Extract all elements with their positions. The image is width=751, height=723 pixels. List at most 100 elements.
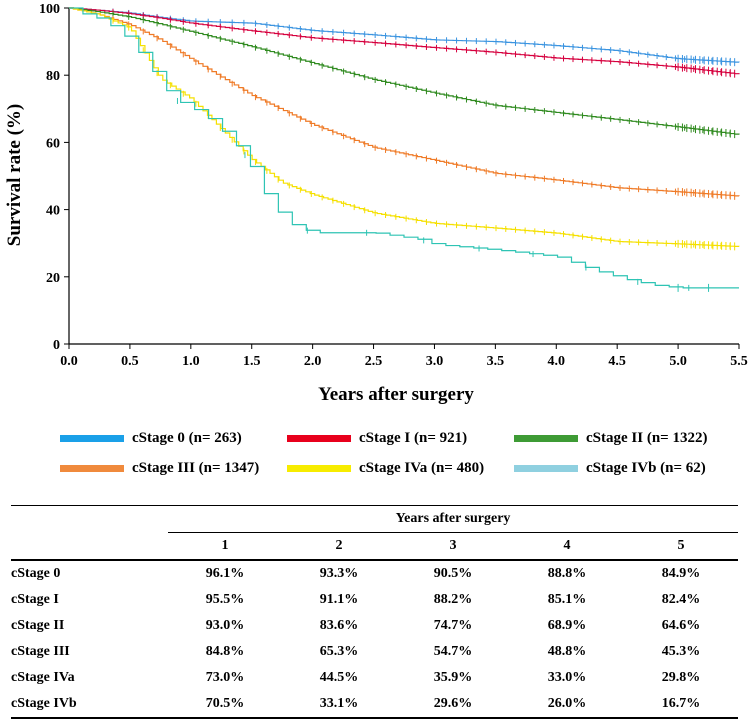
table-row: cStage III 84.8% 65.3% 54.7% 48.8% 45.3% [11, 639, 738, 665]
x-tick-label: 2.5 [365, 354, 383, 369]
survival-value-cell: 85.1% [547, 592, 587, 607]
legend-label: cStage IVa (n= 480) [359, 459, 485, 476]
y-tick-label: 80 [46, 69, 60, 84]
y-tick-label: 100 [39, 2, 60, 17]
survival-value-cell: 83.6% [319, 618, 359, 633]
table-row: cStage IVb 70.5% 33.1% 29.6% 26.0% 16.7% [11, 691, 738, 719]
legend-item-cstage-iii: cStage III (n= 1347) [60, 458, 259, 478]
survival-value-cell: 68.9% [547, 618, 587, 633]
survival-value-cell: 35.9% [433, 670, 473, 685]
survival-value-cell: 29.6% [396, 691, 510, 719]
survival-value-cell: 26.0% [510, 691, 624, 719]
table-row: cStage 0 96.1% 93.3% 90.5% 88.8% 84.9% [11, 560, 738, 587]
survival-table: Years after surgery 1 2 3 4 5 cStage 0 96… [11, 505, 738, 719]
x-tick-label: 0.0 [60, 354, 78, 369]
survival-curves [69, 7, 740, 292]
survival-curve [69, 7, 740, 135]
years-after-surgery-header: Years after surgery [168, 505, 738, 533]
survival-curve [69, 7, 740, 197]
legend-label: cStage III (n= 1347) [132, 459, 260, 476]
survival-value-cell: 88.2% [433, 592, 473, 607]
year-header: 5 [624, 532, 738, 561]
legend-swatch [514, 464, 578, 472]
x-tick-label: 5.5 [730, 354, 748, 369]
y-axis-label: Survival rate (%) [4, 104, 25, 246]
legend-swatch [60, 434, 124, 442]
y-tick-label: 40 [46, 204, 60, 219]
x-tick-label: 1.0 [182, 354, 200, 369]
series-1 [69, 7, 740, 78]
year-header: 3 [396, 532, 510, 561]
x-tick-label: 1.5 [243, 354, 261, 369]
survival-value-cell: 93.0% [205, 618, 245, 633]
legend-item-cstage-0: cStage 0 (n= 263) [60, 428, 242, 448]
legend-item-cstage-iva: cStage IVa (n= 480) [287, 458, 484, 478]
x-tick-label: 0.5 [121, 354, 139, 369]
stage-name-cell: cStage I [11, 592, 59, 607]
legend-item-cstage-ivb: cStage IVb (n= 62) [514, 458, 706, 478]
survival-value-cell: 82.4% [661, 592, 701, 607]
legend-swatch [60, 464, 124, 472]
table-corner [11, 532, 168, 561]
survival-value-cell: 64.6% [661, 618, 701, 633]
series-2 [69, 7, 740, 139]
survival-value-cell: 33.0% [547, 670, 587, 685]
stage-name-cell: cStage IVa [11, 670, 75, 685]
year-header: 1 [168, 532, 282, 561]
legend-item-cstage-ii: cStage II (n= 1322) [514, 428, 707, 448]
survival-value-cell: 45.3% [661, 644, 701, 659]
survival-value-cell: 29.8% [661, 670, 701, 685]
survival-value-cell: 96.1% [205, 566, 245, 581]
survival-value-cell: 54.7% [433, 644, 473, 659]
survival-value-cell: 44.5% [319, 670, 359, 685]
legend-label: cStage IVb (n= 62) [586, 459, 706, 476]
survival-value-cell: 48.8% [547, 644, 587, 659]
table-corner [11, 505, 168, 533]
y-axis: 0 20 40 60 80 100 [39, 2, 70, 353]
survival-value-cell: 95.5% [205, 592, 245, 607]
survival-chart: 0 20 40 60 80 100 0.0 0.5 1.0 1.5 2.0 2.5 3.0 3.5 4.0… [4, 2, 748, 405]
survival-value-cell: 91.1% [319, 592, 359, 607]
survival-value-cell: 73.0% [205, 670, 245, 685]
stage-name-cell: cStage II [11, 618, 65, 633]
series-0 [69, 7, 740, 67]
table-group-header-row: Years after surgery [11, 505, 738, 533]
survival-value-cell: 74.7% [433, 618, 473, 633]
legend-swatch [287, 464, 351, 472]
x-axis: 0.0 0.5 1.0 1.5 2.0 2.5 3.0 3.5 4.0 4.5 5.0 5.5 [60, 343, 748, 369]
survival-curve [69, 7, 740, 75]
survival-value-cell: 84.8% [205, 644, 245, 659]
legend-swatch [514, 434, 578, 442]
legend-label: cStage II (n= 1322) [586, 429, 708, 446]
legend-label: cStage 0 (n= 263) [132, 429, 242, 446]
x-tick-label: 3.5 [487, 354, 505, 369]
y-tick-label: 0 [53, 338, 60, 353]
survival-value-cell: 16.7% [624, 691, 738, 719]
survival-value-cell: 33.1% [282, 691, 396, 719]
survival-value-cell: 90.5% [433, 566, 473, 581]
legend-label: cStage I (n= 921) [359, 429, 468, 446]
x-axis-label: Years after surgery [318, 384, 474, 405]
year-header: 4 [510, 532, 624, 561]
survival-value-cell: 93.3% [319, 566, 359, 581]
series-4 [69, 7, 740, 251]
x-tick-label: 5.0 [669, 354, 687, 369]
table-row: cStage IVa 73.0% 44.5% 35.9% 33.0% 29.8% [11, 665, 738, 691]
x-tick-label: 3.0 [426, 354, 444, 369]
legend-item-cstage-i: cStage I (n= 921) [287, 428, 467, 448]
stage-name-cell: cStage IVb [11, 691, 168, 719]
table-row: cStage I 95.5% 91.1% 88.2% 85.1% 82.4% [11, 587, 738, 613]
y-tick-label: 60 [46, 136, 60, 151]
stage-name-cell: cStage III [11, 644, 70, 659]
legend-swatch [287, 434, 351, 442]
stage-name-cell: cStage 0 [11, 566, 61, 581]
table-row: cStage II 93.0% 83.6% 74.7% 68.9% 64.6% [11, 613, 738, 639]
x-tick-label: 4.0 [548, 354, 566, 369]
survival-value-cell: 84.9% [661, 566, 701, 581]
table-year-header-row: 1 2 3 4 5 [11, 532, 738, 561]
series-5 [69, 7, 739, 292]
survival-value-cell: 88.8% [547, 566, 587, 581]
survival-curve [69, 7, 739, 289]
year-header: 2 [282, 532, 396, 561]
x-tick-label: 4.5 [608, 354, 626, 369]
